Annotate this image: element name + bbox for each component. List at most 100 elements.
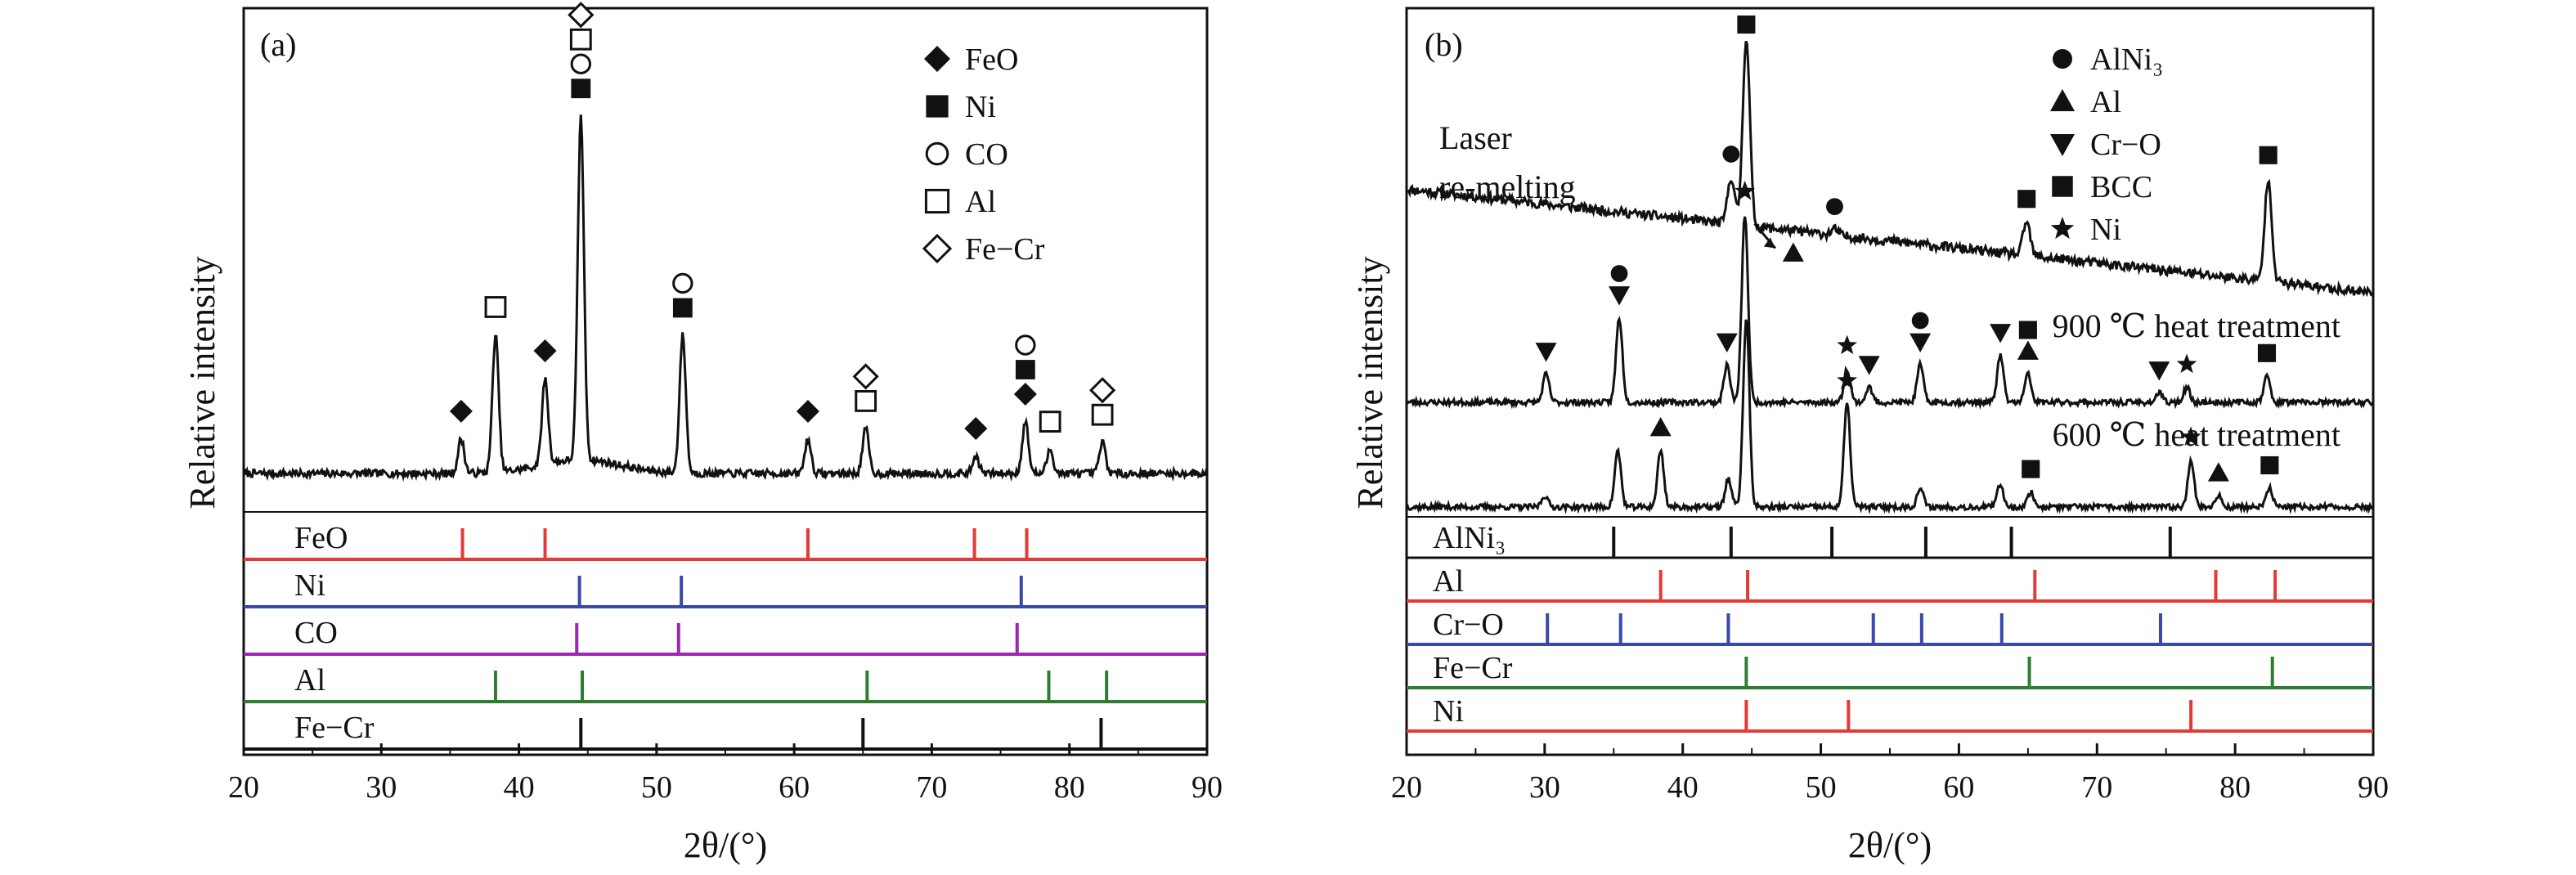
x-tick-label: 50 xyxy=(641,770,672,805)
series-label: Laser xyxy=(1439,119,1512,156)
legend-marker-filled-diamond xyxy=(924,46,950,72)
legend-label: Ni xyxy=(2090,213,2121,247)
peak-marker-filled-diamond xyxy=(1013,383,1037,406)
x-tick-label: 60 xyxy=(1943,770,1974,805)
peak-marker-filled-triangle-down xyxy=(2148,361,2170,381)
peak-marker-open-square xyxy=(1039,411,1061,433)
peak-marker-filled-star xyxy=(1837,334,1857,355)
legend-marker-open-diamond xyxy=(922,233,953,264)
peak-marker-filled-square xyxy=(1737,15,1756,34)
peak-marker-open-circle xyxy=(570,53,591,74)
legend-label: CO xyxy=(965,137,1008,172)
x-tick-label: 30 xyxy=(1529,770,1560,805)
legend-label: BCC xyxy=(2090,170,2152,204)
peak-marker-open-diamond xyxy=(1088,377,1116,404)
panel-a-peak-markers xyxy=(449,2,1116,440)
x-tick-label: 90 xyxy=(1192,770,1223,805)
peak-marker-open-diamond xyxy=(852,363,879,390)
annotation-arrowhead xyxy=(1763,237,1775,249)
legend-marker-filled-circle xyxy=(2053,49,2072,69)
peak-marker-open-square xyxy=(569,28,592,51)
panel-a-x-axis-title: 2θ/(°) xyxy=(684,825,767,865)
peak-marker-filled-diamond xyxy=(796,400,819,423)
panel-b-x-axis-title: 2θ/(°) xyxy=(1848,825,1932,865)
legend-marker-open-circle xyxy=(925,141,949,166)
peak-marker-filled-star xyxy=(2180,426,2201,446)
legend-label: Al xyxy=(2090,85,2121,119)
peak-marker-filled-diamond xyxy=(449,399,473,423)
panel-b-label: (b) xyxy=(1425,26,1463,63)
x-tick-label: 60 xyxy=(779,770,810,805)
series-curve xyxy=(1406,216,2375,411)
ref-label: Fe−Cr xyxy=(294,711,375,745)
peak-marker-filled-triangle-down xyxy=(1910,333,1932,352)
panel-a-y-axis-title: Relative intensity xyxy=(182,256,222,509)
peak-marker-filled-triangle-up xyxy=(2207,462,2229,482)
peak-marker-filled-triangle-up xyxy=(2017,340,2039,360)
peak-marker-filled-square xyxy=(2017,190,2036,209)
x-tick-label: 40 xyxy=(1667,770,1699,805)
x-tick-label: 40 xyxy=(504,770,535,805)
peak-marker-open-square xyxy=(855,390,877,412)
peak-marker-filled-triangle-up xyxy=(1782,242,1804,262)
x-tick-label: 90 xyxy=(2358,770,2389,805)
series-curve xyxy=(1405,319,2375,515)
peak-marker-filled-star xyxy=(1837,370,1857,389)
panel-a-xrd-curve xyxy=(242,114,1209,482)
ref-label: Al xyxy=(1433,564,1464,599)
legend-marker-open-square xyxy=(924,188,950,214)
ref-label: FeO xyxy=(294,521,348,555)
x-tick-label: 70 xyxy=(2081,770,2112,805)
panel-a-legend: FeO Ni CO Al Fe−Cr xyxy=(922,43,1045,267)
x-tick-label: 80 xyxy=(2219,770,2251,805)
panel-a-label: (a) xyxy=(260,26,296,63)
x-tick-label: 30 xyxy=(366,770,397,805)
legend-marker-filled-triangle-down xyxy=(2050,134,2075,156)
ref-label: Al xyxy=(294,663,325,698)
peak-marker-open-circle xyxy=(672,272,693,294)
x-tick-label: 20 xyxy=(1391,770,1422,805)
peak-marker-filled-circle xyxy=(1911,312,1929,330)
peak-marker-filled-star xyxy=(1735,181,1756,200)
series-label: re-melting xyxy=(1439,168,1576,205)
peak-marker-filled-square xyxy=(2260,455,2279,475)
legend-marker-filled-triangle-up xyxy=(2050,89,2075,111)
peak-marker-open-circle xyxy=(1015,334,1036,356)
peak-marker-filled-square xyxy=(1015,360,1035,379)
peak-marker-open-square xyxy=(1091,403,1114,426)
peak-marker-filled-circle xyxy=(1722,146,1740,163)
legend-label: Al xyxy=(965,185,996,219)
series-label: 900 ℃ heat treatment xyxy=(2053,307,2340,344)
x-tick-label: 50 xyxy=(1806,770,1837,805)
legend-label: FeO xyxy=(965,43,1018,77)
peak-marker-filled-square xyxy=(2018,321,2037,339)
panel-a-x-axis: 20 30 40 50 60 70 80 90 xyxy=(228,743,1223,805)
peak-marker-filled-square xyxy=(672,298,693,318)
ref-label: Ni xyxy=(294,568,325,603)
panel-b-legend: AlNi₃ Al Cr−O BCC Ni xyxy=(2050,43,2163,247)
legend-label: AlNi₃ xyxy=(2090,43,2163,77)
legend-marker-filled-square xyxy=(926,95,949,118)
peak-marker-open-diamond xyxy=(568,2,595,29)
series-curve xyxy=(1406,40,2375,298)
panel-a-reference-patterns: FeO Ni CO Al Fe−Cr xyxy=(244,511,1207,751)
peak-marker-filled-square xyxy=(2259,146,2278,164)
ref-label: AlNi₃ xyxy=(1433,521,1506,555)
x-tick-label: 80 xyxy=(1054,770,1085,805)
peak-marker-filled-diamond xyxy=(964,417,988,440)
peak-marker-filled-triangle-up xyxy=(1649,417,1672,437)
ref-label: Cr−O xyxy=(1433,608,1504,642)
legend-label: Fe−Cr xyxy=(965,232,1045,267)
peak-marker-filled-circle xyxy=(1826,198,1843,216)
peak-marker-filled-triangle-down xyxy=(1716,333,1738,352)
panel-a: (a) Relative intensity 2θ/(°) FeO Ni CO Al F… xyxy=(182,2,1223,865)
panel-b-reference-patterns: AlNi₃ Al Cr−O Fe−Cr Ni xyxy=(1407,516,2373,733)
panel-b-y-axis-title: Relative intensity xyxy=(1350,256,1390,509)
peak-marker-filled-triangle-down xyxy=(1858,356,1880,375)
legend-marker-filled-square xyxy=(2052,176,2073,197)
peak-marker-filled-square xyxy=(2257,343,2277,362)
peak-marker-filled-diamond xyxy=(533,339,557,362)
ref-label: Fe−Cr xyxy=(1433,651,1513,685)
